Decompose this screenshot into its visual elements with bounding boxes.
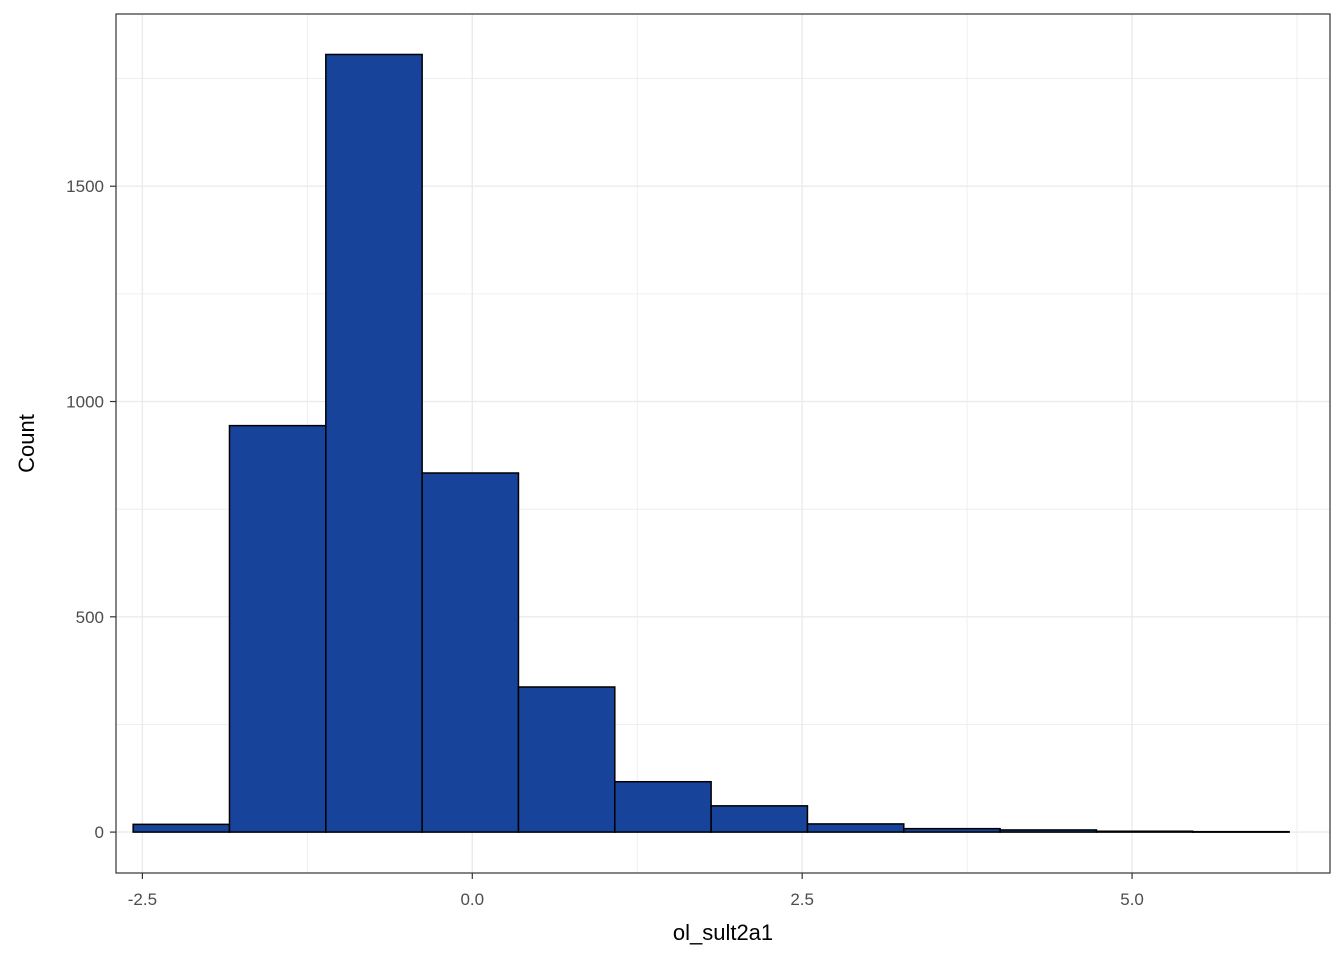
histogram-bar (806, 823, 905, 833)
histogram-bars (132, 53, 1290, 833)
x-axis-ticks: -2.5 0.0 2.5 5.0 (128, 873, 1144, 909)
x-axis-title: ol_sult2a1 (673, 920, 773, 945)
histogram-bar (517, 686, 616, 833)
y-tick-label: 500 (76, 608, 104, 627)
x-tick-label: -2.5 (128, 890, 157, 909)
histogram-bar (421, 472, 520, 833)
y-axis-title: Count (14, 414, 39, 473)
x-tick-label: 5.0 (1120, 890, 1144, 909)
histogram-bar (999, 829, 1098, 833)
panel-border (115, 13, 1331, 874)
histogram-bar (614, 780, 712, 833)
y-axis-ticks: 0 500 1000 1500 (66, 177, 116, 842)
histogram-bar (710, 805, 809, 833)
x-tick-label: 2.5 (790, 890, 814, 909)
histogram-bar (325, 53, 423, 833)
y-tick-label: 0 (95, 823, 104, 842)
y-tick-label: 1500 (66, 177, 104, 196)
y-tick-label: 1000 (66, 393, 104, 412)
histogram-bar (1192, 830, 1290, 833)
histogram-bar (132, 823, 231, 833)
histogram-bar (903, 827, 1001, 833)
x-tick-label: 0.0 (460, 890, 484, 909)
histogram-bar (228, 424, 327, 833)
histogram-bar (1095, 830, 1194, 833)
